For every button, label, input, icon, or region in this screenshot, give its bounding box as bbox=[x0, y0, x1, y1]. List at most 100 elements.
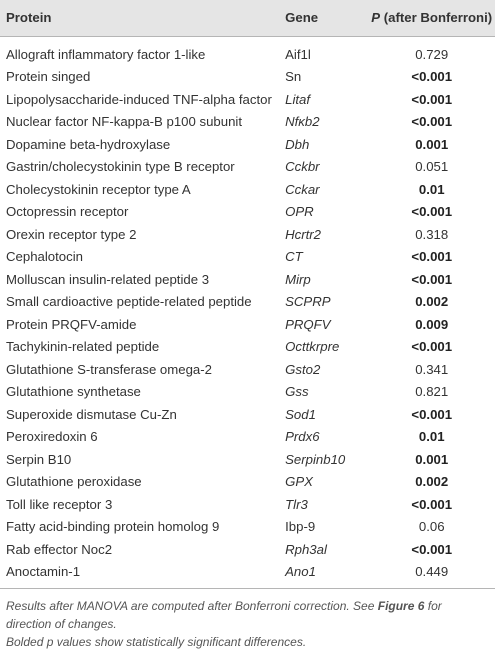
footnote-line-2: Bolded p values show statistically signi… bbox=[6, 635, 307, 649]
cell-p-value: 0.318 bbox=[415, 226, 449, 242]
table-row: Octopressin receptor OPR <0.001 bbox=[0, 202, 495, 225]
cell-gene: Aif1l bbox=[285, 46, 311, 62]
table-row: Toll like receptor 3 Tlr3 <0.001 bbox=[0, 494, 495, 517]
cell-p-value: 0.001 bbox=[415, 451, 449, 467]
header-p-suffix: (after Bonferroni) bbox=[380, 9, 493, 25]
cell-p-value: <0.001 bbox=[411, 249, 453, 265]
table-row: Cholecystokinin receptor type A Cckar 0.01 bbox=[0, 179, 495, 202]
cell-protein: Superoxide dismutase Cu-Zn bbox=[6, 406, 177, 422]
cell-p-value: <0.001 bbox=[411, 541, 453, 557]
cell-p-value: 0.06 bbox=[418, 519, 445, 535]
cell-protein: Lipopolysaccharide-induced TNF-alpha fac… bbox=[6, 91, 272, 107]
footnote-text-b: for direction of changes. bbox=[6, 599, 442, 631]
table-row: Peroxiredoxin 6 Prdx6 0.01 bbox=[0, 427, 495, 450]
cell-p-value: <0.001 bbox=[411, 69, 453, 85]
cell-p-value: <0.001 bbox=[411, 406, 453, 422]
cell-p-value: 0.341 bbox=[415, 361, 449, 377]
cell-p-value: <0.001 bbox=[411, 91, 453, 107]
cell-gene: Rph3al bbox=[285, 541, 327, 557]
cell-gene: Hcrtr2 bbox=[285, 226, 322, 242]
table-row: Gastrin/cholecystokinin type B receptor C… bbox=[0, 157, 495, 180]
table-row: Glutathione S-transferase omega-2 Gsto2 0.… bbox=[0, 359, 495, 382]
cell-gene: Gsto2 bbox=[285, 361, 321, 377]
footnote-line-1: Results after MANOVA are computed after … bbox=[6, 597, 489, 633]
cell-gene: PRQFV bbox=[285, 316, 331, 332]
cell-p-value: <0.001 bbox=[411, 114, 453, 130]
table-row: Anoctamin-1 Ano1 0.449 bbox=[0, 562, 495, 589]
cell-gene: Ibp-9 bbox=[285, 519, 316, 535]
cell-p-value: 0.821 bbox=[415, 384, 449, 400]
table-row: Lipopolysaccharide-induced TNF-alpha fac… bbox=[0, 89, 495, 112]
cell-protein: Cephalotocin bbox=[6, 249, 83, 265]
cell-protein: Anoctamin-1 bbox=[6, 564, 81, 580]
cell-gene: Sod1 bbox=[285, 406, 316, 422]
cell-protein: Gastrin/cholecystokinin type B receptor bbox=[6, 159, 235, 175]
cell-gene: Serpinb10 bbox=[285, 451, 346, 467]
cell-protein: Small cardioactive peptide-related pepti… bbox=[6, 294, 252, 310]
cell-protein: Toll like receptor 3 bbox=[6, 496, 113, 512]
table-row: Glutathione peroxidase GPX 0.002 bbox=[0, 472, 495, 495]
table-body: Allograft inflammatory factor 1-like Aif1… bbox=[0, 37, 495, 589]
cell-gene: Gss bbox=[285, 384, 309, 400]
table-row: Nuclear factor NF-kappa-B p100 subunit Nf… bbox=[0, 112, 495, 135]
cell-p-value: 0.01 bbox=[418, 181, 445, 197]
cell-protein: Glutathione S-transferase omega-2 bbox=[6, 361, 212, 377]
cell-gene: Mirp bbox=[285, 271, 311, 287]
cell-protein: Dopamine beta-hydroxylase bbox=[6, 136, 171, 152]
table-row: Orexin receptor type 2 Hcrtr2 0.318 bbox=[0, 224, 495, 247]
cell-gene: Litaf bbox=[285, 91, 311, 107]
cell-p-value: <0.001 bbox=[411, 204, 453, 220]
header-p-value: P (after Bonferroni) bbox=[368, 0, 495, 37]
cell-protein: Protein PRQFV-amide bbox=[6, 316, 137, 332]
cell-protein: Serpin B10 bbox=[6, 451, 72, 467]
header-row: Protein Gene P (after Bonferroni) bbox=[0, 0, 495, 37]
cell-protein: Cholecystokinin receptor type A bbox=[6, 181, 191, 197]
table-row: Fatty acid-binding protein homolog 9 Ibp-… bbox=[0, 517, 495, 540]
cell-gene: Prdx6 bbox=[285, 429, 320, 445]
footnote-figure-ref: Figure 6 bbox=[377, 599, 425, 613]
cell-p-value: <0.001 bbox=[411, 496, 453, 512]
cell-gene: SCPRP bbox=[285, 294, 331, 310]
cell-protein: Peroxiredoxin 6 bbox=[6, 429, 98, 445]
cell-p-value: 0.009 bbox=[415, 316, 449, 332]
cell-p-value: 0.051 bbox=[415, 159, 449, 175]
cell-protein: Molluscan insulin-related peptide 3 bbox=[6, 271, 210, 287]
header-gene: Gene bbox=[285, 0, 369, 37]
table-row: Tachykinin-related peptide Octtkrpre <0.00… bbox=[0, 337, 495, 360]
cell-gene: Cckbr bbox=[285, 159, 320, 175]
table-footnote: Results after MANOVA are computed after … bbox=[0, 589, 495, 651]
cell-gene: Sn bbox=[285, 69, 302, 85]
cell-protein: Allograft inflammatory factor 1-like bbox=[6, 46, 206, 62]
header-p-letter: P bbox=[371, 9, 381, 25]
table-row: Allograft inflammatory factor 1-like Aif1… bbox=[0, 37, 495, 67]
table-row: Cephalotocin CT <0.001 bbox=[0, 247, 495, 270]
cell-p-value: 0.002 bbox=[415, 294, 449, 310]
table-row: Protein PRQFV-amide PRQFV 0.009 bbox=[0, 314, 495, 337]
table-row: Small cardioactive peptide-related pepti… bbox=[0, 292, 495, 315]
table-row: Rab effector Noc2 Rph3al <0.001 bbox=[0, 539, 495, 562]
cell-gene: Cckar bbox=[285, 181, 320, 197]
cell-protein: Glutathione synthetase bbox=[6, 384, 141, 400]
results-table: Protein Gene P (after Bonferroni) Allogr… bbox=[0, 0, 495, 589]
cell-protein: Fatty acid-binding protein homolog 9 bbox=[6, 519, 220, 535]
cell-gene: Nfκb2 bbox=[285, 114, 320, 130]
cell-gene: Dbh bbox=[285, 136, 310, 152]
cell-gene: OPR bbox=[285, 204, 314, 220]
cell-p-value: 0.449 bbox=[415, 564, 449, 580]
cell-protein: Protein singed bbox=[6, 69, 91, 85]
table-row: Molluscan insulin-related peptide 3 Mirp <… bbox=[0, 269, 495, 292]
cell-p-value: 0.729 bbox=[415, 46, 449, 62]
cell-protein: Orexin receptor type 2 bbox=[6, 226, 137, 242]
cell-p-value: 0.002 bbox=[415, 474, 449, 490]
cell-gene: Octtkrpre bbox=[285, 339, 340, 355]
cell-protein: Octopressin receptor bbox=[6, 204, 129, 220]
table-row: Serpin B10 Serpinb10 0.001 bbox=[0, 449, 495, 472]
header-protein: Protein bbox=[0, 0, 286, 37]
cell-p-value: <0.001 bbox=[411, 271, 453, 287]
cell-protein: Nuclear factor NF-kappa-B p100 subunit bbox=[6, 114, 243, 130]
table-row: Glutathione synthetase Gss 0.821 bbox=[0, 382, 495, 405]
cell-p-value: 0.001 bbox=[415, 136, 449, 152]
table-row: Superoxide dismutase Cu-Zn Sod1 <0.001 bbox=[0, 404, 495, 427]
footnote-text-a: Results after MANOVA are computed after … bbox=[6, 599, 378, 613]
